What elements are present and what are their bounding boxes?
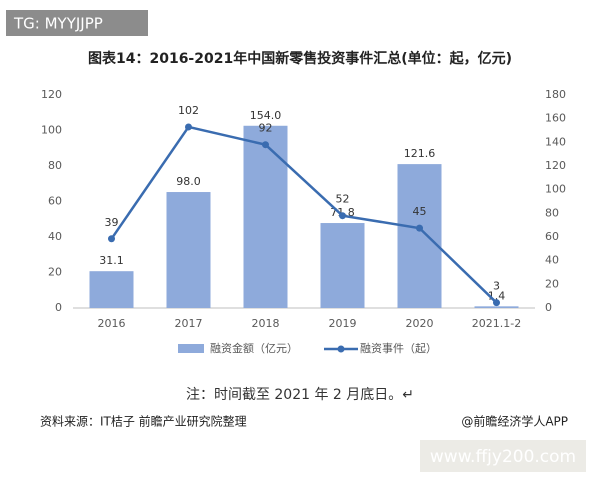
watermark-box	[6, 10, 148, 36]
line-value-label: 102	[178, 104, 199, 117]
watermark-box	[420, 440, 586, 472]
legend-label: 融资事件（起）	[360, 342, 437, 355]
note: 注：时间截至 2021 年 2 月底日。↵	[186, 387, 414, 403]
line-point	[493, 299, 500, 307]
bar-value-label: 31.1	[99, 254, 124, 267]
line-point	[416, 224, 423, 232]
y2-tick-label: 80	[545, 206, 559, 219]
legend-swatch	[337, 345, 345, 353]
x-tick-label: 2019	[329, 317, 357, 330]
bar-value-label: 121.6	[404, 147, 436, 160]
bar	[397, 164, 442, 308]
y-tick-label: 20	[48, 266, 62, 279]
line-point	[262, 141, 269, 149]
line	[110, 125, 498, 304]
bar	[166, 192, 211, 308]
y-tick-label: 100	[41, 124, 62, 137]
bar-value-label: 154.0	[250, 109, 282, 122]
bar	[89, 271, 134, 308]
line-value-label: 92	[259, 122, 273, 135]
bar-value-label: 98.0	[176, 175, 201, 188]
y2-tick-label: 140	[545, 135, 566, 148]
y-tick-label: 40	[48, 230, 62, 243]
line-value-label: 39	[105, 216, 119, 229]
y2-tick-label: 160	[545, 112, 566, 125]
x-tick-label: 2021.1-2	[472, 317, 521, 330]
y2-tick-label: 40	[545, 254, 559, 267]
y2-tick-label: 20	[545, 277, 559, 290]
source: 资料来源：IT桔子 前瞻产业研究院整理	[40, 414, 247, 429]
y2-tick-label: 60	[545, 230, 559, 243]
y2-tick-label: 180	[545, 88, 566, 101]
bar	[474, 306, 519, 308]
legend-swatch	[178, 344, 204, 353]
y-tick-label: 0	[55, 301, 62, 314]
y-tick-label: 80	[48, 159, 62, 172]
legend-label: 融资金额（亿元）	[210, 341, 298, 355]
y2-tick-label: 100	[545, 183, 566, 196]
line-point	[108, 235, 115, 243]
credit: @前瞻经济学人APP	[461, 414, 568, 429]
line-point	[339, 212, 346, 220]
watermark-top: TG: MYYJJPP	[13, 15, 103, 33]
bar	[320, 223, 365, 308]
line-value-label: 45	[413, 205, 427, 218]
line-value-label: 52	[336, 193, 350, 206]
chart-title: 图表14：2016-2021年中国新零售投资事件汇总(单位：起，亿元)	[88, 50, 512, 67]
x-tick-label: 2016	[98, 317, 126, 330]
bar	[243, 125, 288, 309]
x-tick-label: 2018	[252, 317, 280, 330]
line-value-label: 3	[493, 280, 500, 293]
x-tick-label: 2017	[175, 317, 203, 330]
y-tick-label: 120	[41, 88, 62, 101]
y2-tick-label: 120	[545, 159, 566, 172]
y2-tick-label: 0	[545, 301, 552, 314]
x-tick-label: 2020	[406, 317, 434, 330]
watermark-bottom: www.ffjy200.com	[430, 447, 576, 467]
y-tick-label: 60	[48, 195, 62, 208]
line-point	[185, 123, 192, 131]
